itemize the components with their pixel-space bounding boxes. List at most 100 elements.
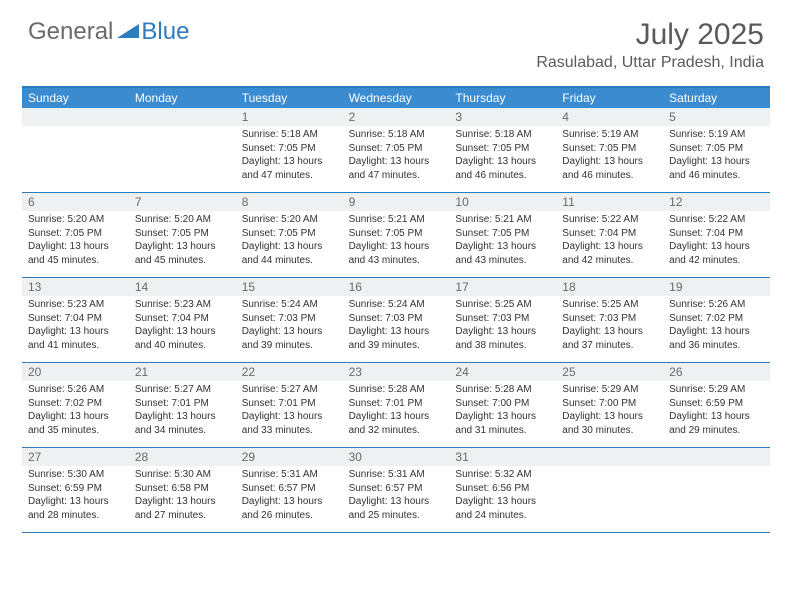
sunset-text: Sunset: 7:05 PM — [455, 142, 550, 156]
day-cell: 12Sunrise: 5:22 AMSunset: 7:04 PMDayligh… — [663, 193, 770, 277]
day-content — [22, 126, 129, 132]
day-content: Sunrise: 5:23 AMSunset: 7:04 PMDaylight:… — [22, 296, 129, 356]
daylight-text: Daylight: 13 hours and 34 minutes. — [135, 410, 230, 437]
day-number: 28 — [129, 448, 236, 466]
day-cell: 18Sunrise: 5:25 AMSunset: 7:03 PMDayligh… — [556, 278, 663, 362]
daylight-text: Daylight: 13 hours and 39 minutes. — [242, 325, 337, 352]
day-content: Sunrise: 5:25 AMSunset: 7:03 PMDaylight:… — [556, 296, 663, 356]
day-cell: 30Sunrise: 5:31 AMSunset: 6:57 PMDayligh… — [343, 448, 450, 532]
sunrise-text: Sunrise: 5:24 AM — [242, 298, 337, 312]
sunrise-text: Sunrise: 5:28 AM — [349, 383, 444, 397]
day-content: Sunrise: 5:18 AMSunset: 7:05 PMDaylight:… — [236, 126, 343, 186]
week-row: 20Sunrise: 5:26 AMSunset: 7:02 PMDayligh… — [22, 363, 770, 448]
day-content: Sunrise: 5:32 AMSunset: 6:56 PMDaylight:… — [449, 466, 556, 526]
daylight-text: Daylight: 13 hours and 24 minutes. — [455, 495, 550, 522]
sunrise-text: Sunrise: 5:31 AM — [242, 468, 337, 482]
daylight-text: Daylight: 13 hours and 46 minutes. — [455, 155, 550, 182]
day-cell: 20Sunrise: 5:26 AMSunset: 7:02 PMDayligh… — [22, 363, 129, 447]
sunrise-text: Sunrise: 5:24 AM — [349, 298, 444, 312]
day-number: 12 — [663, 193, 770, 211]
sunrise-text: Sunrise: 5:23 AM — [28, 298, 123, 312]
day-number: 25 — [556, 363, 663, 381]
day-content: Sunrise: 5:20 AMSunset: 7:05 PMDaylight:… — [236, 211, 343, 271]
day-content: Sunrise: 5:26 AMSunset: 7:02 PMDaylight:… — [663, 296, 770, 356]
logo-triangle-icon — [117, 22, 139, 43]
logo-text-general: General — [28, 18, 113, 46]
weekday-header: Friday — [556, 88, 663, 108]
day-number — [129, 108, 236, 126]
sunset-text: Sunset: 6:56 PM — [455, 482, 550, 496]
sunset-text: Sunset: 7:01 PM — [349, 397, 444, 411]
weekday-header: Wednesday — [343, 88, 450, 108]
day-cell — [663, 448, 770, 532]
day-number: 18 — [556, 278, 663, 296]
sunset-text: Sunset: 6:59 PM — [669, 397, 764, 411]
weekday-header-row: SundayMondayTuesdayWednesdayThursdayFrid… — [22, 88, 770, 108]
sunset-text: Sunset: 7:01 PM — [135, 397, 230, 411]
day-content: Sunrise: 5:30 AMSunset: 6:58 PMDaylight:… — [129, 466, 236, 526]
day-cell — [556, 448, 663, 532]
calendar: SundayMondayTuesdayWednesdayThursdayFrid… — [22, 86, 770, 533]
sunrise-text: Sunrise: 5:27 AM — [242, 383, 337, 397]
day-content: Sunrise: 5:30 AMSunset: 6:59 PMDaylight:… — [22, 466, 129, 526]
day-number: 27 — [22, 448, 129, 466]
day-content: Sunrise: 5:28 AMSunset: 7:00 PMDaylight:… — [449, 381, 556, 441]
weekday-header: Sunday — [22, 88, 129, 108]
sunrise-text: Sunrise: 5:19 AM — [562, 128, 657, 142]
daylight-text: Daylight: 13 hours and 41 minutes. — [28, 325, 123, 352]
sunset-text: Sunset: 7:03 PM — [455, 312, 550, 326]
sunrise-text: Sunrise: 5:23 AM — [135, 298, 230, 312]
day-content: Sunrise: 5:31 AMSunset: 6:57 PMDaylight:… — [236, 466, 343, 526]
sunrise-text: Sunrise: 5:29 AM — [669, 383, 764, 397]
day-cell: 15Sunrise: 5:24 AMSunset: 7:03 PMDayligh… — [236, 278, 343, 362]
sunset-text: Sunset: 7:04 PM — [669, 227, 764, 241]
sunrise-text: Sunrise: 5:28 AM — [455, 383, 550, 397]
day-cell — [129, 108, 236, 192]
day-cell: 3Sunrise: 5:18 AMSunset: 7:05 PMDaylight… — [449, 108, 556, 192]
day-content: Sunrise: 5:31 AMSunset: 6:57 PMDaylight:… — [343, 466, 450, 526]
day-cell: 1Sunrise: 5:18 AMSunset: 7:05 PMDaylight… — [236, 108, 343, 192]
day-cell: 2Sunrise: 5:18 AMSunset: 7:05 PMDaylight… — [343, 108, 450, 192]
day-content: Sunrise: 5:21 AMSunset: 7:05 PMDaylight:… — [449, 211, 556, 271]
daylight-text: Daylight: 13 hours and 47 minutes. — [349, 155, 444, 182]
sunset-text: Sunset: 7:05 PM — [349, 227, 444, 241]
day-number: 22 — [236, 363, 343, 381]
day-cell: 23Sunrise: 5:28 AMSunset: 7:01 PMDayligh… — [343, 363, 450, 447]
day-number: 1 — [236, 108, 343, 126]
sunset-text: Sunset: 7:01 PM — [242, 397, 337, 411]
day-number: 2 — [343, 108, 450, 126]
page-subtitle: Rasulabad, Uttar Pradesh, India — [536, 54, 764, 72]
day-number: 30 — [343, 448, 450, 466]
day-cell: 27Sunrise: 5:30 AMSunset: 6:59 PMDayligh… — [22, 448, 129, 532]
daylight-text: Daylight: 13 hours and 40 minutes. — [135, 325, 230, 352]
daylight-text: Daylight: 13 hours and 32 minutes. — [349, 410, 444, 437]
weekday-header: Monday — [129, 88, 236, 108]
sunrise-text: Sunrise: 5:26 AM — [669, 298, 764, 312]
sunset-text: Sunset: 7:02 PM — [669, 312, 764, 326]
sunrise-text: Sunrise: 5:20 AM — [28, 213, 123, 227]
sunrise-text: Sunrise: 5:30 AM — [135, 468, 230, 482]
day-cell: 25Sunrise: 5:29 AMSunset: 7:00 PMDayligh… — [556, 363, 663, 447]
sunset-text: Sunset: 7:05 PM — [349, 142, 444, 156]
day-number: 20 — [22, 363, 129, 381]
sunrise-text: Sunrise: 5:26 AM — [28, 383, 123, 397]
daylight-text: Daylight: 13 hours and 33 minutes. — [242, 410, 337, 437]
day-content: Sunrise: 5:26 AMSunset: 7:02 PMDaylight:… — [22, 381, 129, 441]
sunset-text: Sunset: 6:58 PM — [135, 482, 230, 496]
day-content: Sunrise: 5:19 AMSunset: 7:05 PMDaylight:… — [556, 126, 663, 186]
day-content: Sunrise: 5:24 AMSunset: 7:03 PMDaylight:… — [343, 296, 450, 356]
day-content — [663, 466, 770, 472]
day-number: 8 — [236, 193, 343, 211]
title-block: July 2025 Rasulabad, Uttar Pradesh, Indi… — [536, 18, 764, 72]
sunrise-text: Sunrise: 5:19 AM — [669, 128, 764, 142]
day-number: 3 — [449, 108, 556, 126]
weekday-header: Thursday — [449, 88, 556, 108]
sunset-text: Sunset: 7:03 PM — [562, 312, 657, 326]
day-number: 6 — [22, 193, 129, 211]
sunrise-text: Sunrise: 5:20 AM — [242, 213, 337, 227]
day-number: 15 — [236, 278, 343, 296]
sunrise-text: Sunrise: 5:21 AM — [455, 213, 550, 227]
sunrise-text: Sunrise: 5:32 AM — [455, 468, 550, 482]
sunset-text: Sunset: 6:59 PM — [28, 482, 123, 496]
day-cell: 13Sunrise: 5:23 AMSunset: 7:04 PMDayligh… — [22, 278, 129, 362]
